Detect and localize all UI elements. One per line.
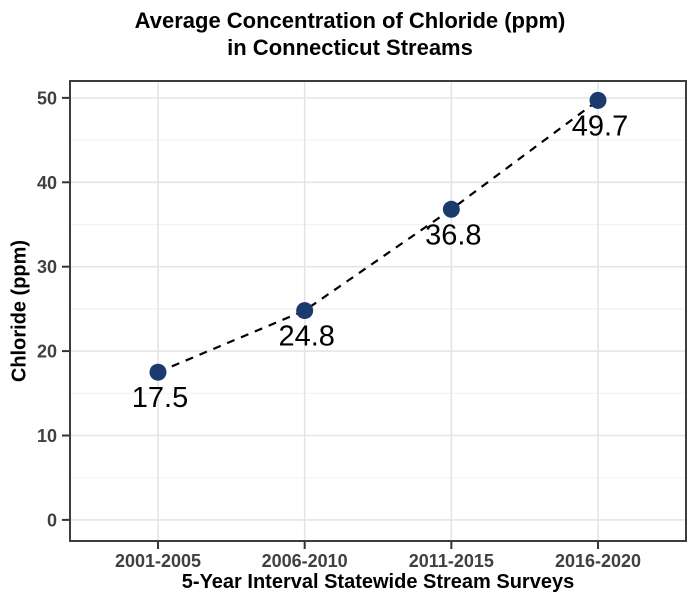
point-value-label: 17.5 — [132, 382, 188, 414]
point-value-label: 24.8 — [278, 321, 334, 353]
x-tick-label: 2011-2015 — [409, 551, 494, 571]
x-tick-label: 2001-2005 — [115, 551, 201, 571]
chart-title: Average Concentration of Chloride (ppm) … — [0, 7, 700, 61]
data-point — [296, 302, 314, 320]
data-point — [149, 363, 167, 381]
y-axis-title: Chloride (ppm) — [8, 239, 31, 383]
data-point — [442, 200, 460, 218]
panel-border — [69, 80, 687, 542]
x-tick-label: 2006-2010 — [262, 551, 348, 571]
trend-line — [157, 99, 599, 374]
y-tick-label: 0 — [47, 510, 57, 530]
y-tick-label: 40 — [37, 173, 57, 193]
chart-title-line2: in Connecticut Streams — [227, 35, 473, 60]
panel-background — [70, 81, 686, 541]
chart-title-line1: Average Concentration of Chloride (ppm) — [134, 8, 566, 33]
y-tick-label: 30 — [37, 257, 57, 277]
data-point — [589, 91, 607, 109]
point-value-label: 49.7 — [572, 110, 628, 142]
x-tick-label: 2016-2020 — [555, 551, 641, 571]
x-axis-title: 5-Year Interval Statewide Stream Surveys — [181, 571, 575, 593]
y-tick-label: 20 — [37, 342, 57, 362]
point-value-label: 36.8 — [425, 219, 481, 251]
y-tick-label: 10 — [37, 426, 57, 446]
y-tick-label: 50 — [37, 88, 57, 108]
